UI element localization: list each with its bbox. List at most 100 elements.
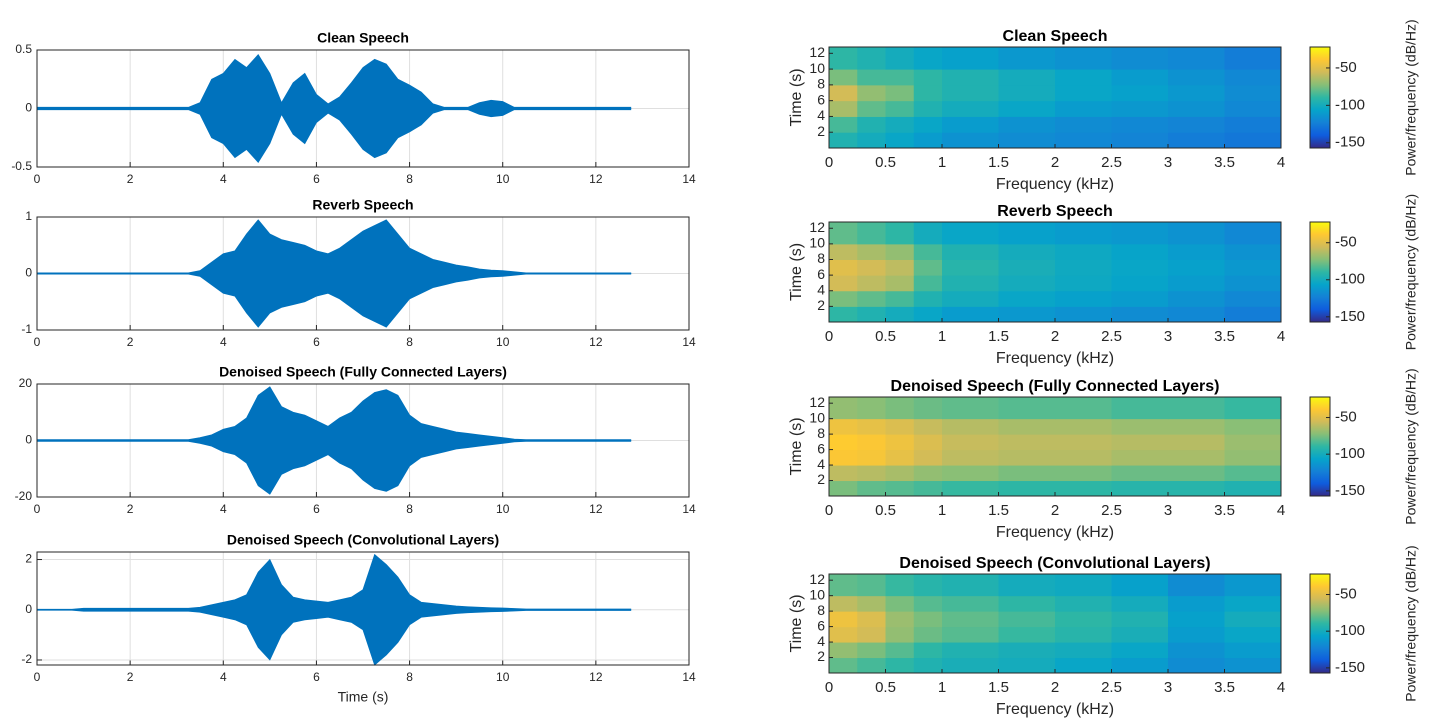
heatmap-cell	[885, 275, 915, 292]
x-tick-label: 3.5	[1214, 502, 1235, 519]
heatmap-cell	[1055, 657, 1112, 674]
x-tick-label: 2	[1051, 502, 1059, 519]
heatmap-cell	[1055, 418, 1112, 435]
x-tick-label: 0.5	[875, 328, 896, 345]
heatmap-cell	[857, 100, 886, 117]
colorbar-tick-label: -100	[1335, 622, 1365, 639]
heatmap-cell	[1111, 47, 1169, 70]
heatmap-cell	[942, 418, 999, 435]
heatmap-cell	[913, 290, 943, 307]
heatmap-cell	[885, 69, 915, 86]
heatmap-cell	[1111, 480, 1169, 497]
axes-box	[36, 551, 690, 666]
heatmap-cell	[829, 626, 858, 643]
heatmap-cell	[1111, 259, 1169, 276]
heatmap-cell	[998, 47, 1056, 70]
heatmap-cell	[885, 480, 915, 497]
x-axis-label: Frequency (kHz)	[996, 524, 1114, 541]
heatmap-cell	[1224, 100, 1282, 117]
x-tick-label: 4	[220, 670, 227, 684]
heatmap-cell	[1111, 84, 1169, 102]
heatmap-cell	[1168, 642, 1225, 659]
heatmap-cell	[885, 397, 915, 420]
heatmap-cell	[998, 243, 1056, 260]
x-tick-label: 0	[34, 502, 41, 516]
x-tick-label: 4	[1277, 679, 1285, 696]
x-tick-label: 12	[589, 172, 603, 186]
heatmap-cell	[885, 434, 915, 451]
heatmap-cell	[1111, 595, 1169, 612]
colorbar-tick-label: -150	[1335, 134, 1365, 151]
heatmap-cell	[942, 480, 999, 497]
heatmap-cell	[1111, 132, 1169, 149]
colorbar-tick-label: -100	[1335, 445, 1365, 462]
heatmap-cell	[857, 290, 886, 307]
axes-box	[36, 216, 690, 331]
x-tick-label: 0.5	[875, 154, 896, 171]
heatmap-cell	[1168, 465, 1225, 482]
waveform-envelope	[36, 108, 632, 163]
heatmap-cell	[913, 611, 943, 628]
heatmap-cell	[885, 100, 915, 117]
heatmap-cell	[1111, 611, 1169, 628]
waveform-envelope	[36, 609, 632, 666]
heatmap-cell	[1168, 480, 1225, 497]
heatmap-cell	[1055, 397, 1112, 420]
x-tick-label: 3.5	[1214, 679, 1235, 696]
colorbar-tick-label: -50	[1335, 409, 1357, 426]
x-tick-label: 0	[825, 679, 833, 696]
heatmap-cell	[1224, 259, 1282, 276]
heatmap-cell	[942, 465, 999, 482]
y-tick-label: 10	[809, 409, 825, 425]
waveform-envelope	[36, 219, 632, 274]
heatmap-cell	[998, 69, 1056, 86]
heatmap-cell	[913, 47, 943, 70]
heatmap-cell	[1055, 243, 1112, 260]
heatmap-cell	[998, 434, 1056, 451]
colorbar-label: Power/frequency (dB/Hz)	[1403, 19, 1419, 175]
x-tick-label: 4	[220, 172, 227, 186]
x-tick-label: 0.5	[875, 502, 896, 519]
y-tick-label: 2	[817, 471, 825, 487]
heatmap-cell	[913, 132, 943, 149]
y-tick-label: -0.5	[11, 159, 32, 173]
x-tick-label: 2.5	[1101, 502, 1122, 519]
y-tick-label: 0.5	[15, 42, 32, 56]
heatmap-cell	[829, 259, 858, 276]
colorbar-tick-label: -50	[1335, 586, 1357, 603]
heatmap-cell	[942, 290, 999, 307]
heatmap-cell	[1111, 434, 1169, 451]
y-tick-label: 12	[809, 44, 825, 60]
heatmap-cell	[913, 306, 943, 323]
heatmap-cell	[829, 480, 858, 497]
heatmap-cell	[1168, 243, 1225, 260]
axes-box	[828, 221, 1282, 323]
heatmap-cell	[857, 84, 886, 102]
heatmap-cell	[885, 243, 915, 260]
heatmap-cell	[998, 611, 1056, 628]
y-tick-label: 1	[25, 209, 32, 223]
y-tick-label: 2	[25, 552, 32, 566]
chart-title: Denoised Speech (Convolutional Layers)	[227, 532, 499, 548]
heatmap-cell	[857, 132, 886, 149]
heatmap-cell	[829, 642, 858, 659]
heatmap-cell	[1111, 574, 1169, 597]
chart-title: Denoised Speech (Fully Connected Layers)	[891, 378, 1220, 395]
y-tick-label: 12	[809, 394, 825, 410]
colorbar-tick-label: -100	[1335, 96, 1365, 113]
x-tick-label: 4	[220, 502, 227, 516]
heatmap-cell	[1055, 626, 1112, 643]
heatmap-cell	[1224, 116, 1282, 133]
x-tick-label: 1.5	[988, 502, 1009, 519]
y-tick-label: -2	[21, 652, 32, 666]
heatmap-cell	[1111, 275, 1169, 292]
heatmap-cell	[998, 116, 1056, 133]
heatmap-cell	[1168, 222, 1225, 245]
x-tick-label: 1	[938, 679, 946, 696]
axes-box	[36, 49, 690, 168]
heatmap-cell	[829, 100, 858, 117]
y-tick-label: 20	[19, 376, 33, 390]
heatmap-cell	[1055, 222, 1112, 245]
heatmap-cell	[1224, 84, 1282, 102]
